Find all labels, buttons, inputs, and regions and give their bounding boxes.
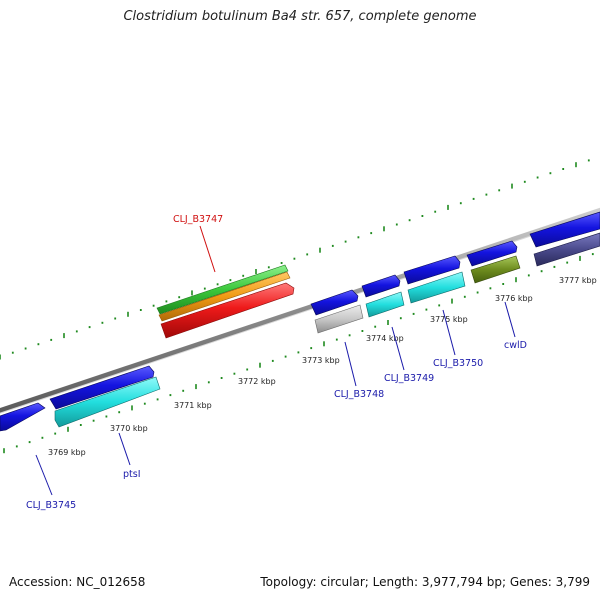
cds-ptsi[interactable]	[49, 365, 155, 410]
cds-clj-b3750[interactable]	[403, 255, 461, 285]
leader-clj-b3749	[391, 326, 405, 371]
kbp-scale-labels: 3769 kbp 3770 kbp 3771 kbp 3772 kbp 3773…	[48, 276, 597, 457]
cds-group-right[interactable]	[466, 211, 600, 284]
leader-ptsi	[118, 432, 131, 466]
genome-title: Clostridium botulinum Ba4 str. 657, comp…	[123, 9, 477, 24]
topology-text: Topology: circular; Length: 3,977,794 bp…	[260, 575, 590, 589]
gene-label-cwld[interactable]: cwlD	[504, 340, 527, 351]
cds-ptsi-cyan[interactable]	[54, 376, 161, 428]
leader-clj-b3745	[35, 454, 53, 496]
cds-cwld[interactable]	[466, 240, 518, 267]
gene-leader-lines	[35, 225, 516, 496]
gene-label-clj-b3748[interactable]: CLJ_B3748	[334, 389, 384, 400]
cds-right-edge[interactable]	[529, 211, 600, 248]
leader-cwld	[504, 301, 516, 338]
cds-group-middle[interactable]	[310, 255, 466, 334]
gene-label-clj-b3749[interactable]: CLJ_B3749	[384, 373, 434, 384]
kbp-label-3777: 3777 kbp	[559, 276, 597, 285]
kbp-label-3770: 3770 kbp	[110, 424, 148, 433]
rrna-orange-feature[interactable]	[158, 271, 291, 322]
leader-clj-b3748	[344, 341, 357, 387]
cds-clj-b3750-cyan[interactable]	[407, 271, 466, 304]
kbp-label-3774: 3774 kbp	[366, 334, 404, 343]
leader-clj-b3747	[199, 225, 216, 273]
feature-cwld-olive[interactable]	[470, 255, 521, 284]
rrna-red-feature[interactable]	[160, 282, 295, 339]
kbp-label-3773: 3773 kbp	[302, 356, 340, 365]
cds-clj-b3749-cyan[interactable]	[365, 291, 405, 318]
genome-backbone	[0, 207, 600, 414]
kbp-label-3769: 3769 kbp	[48, 448, 86, 457]
leader-clj-b3750	[442, 309, 456, 356]
kbp-label-3776: 3776 kbp	[495, 294, 533, 303]
scale-ticks	[0, 159, 594, 454]
accession-text: Accession: NC_012658	[9, 575, 146, 589]
kbp-label-3775: 3775 kbp	[430, 315, 468, 324]
cds-group-left[interactable]	[0, 365, 161, 432]
rrna-green-feature[interactable]	[156, 264, 289, 315]
cds-clj-b3748[interactable]	[310, 289, 359, 316]
kbp-label-3771: 3771 kbp	[174, 401, 212, 410]
kbp-label-3772: 3772 kbp	[238, 377, 276, 386]
gene-label-ptsi[interactable]: ptsI	[123, 469, 141, 480]
gene-label-clj-b3750[interactable]: CLJ_B3750	[433, 358, 483, 369]
feature-right-edge-slate[interactable]	[533, 232, 600, 267]
rrna-cluster-clj-b3747[interactable]	[156, 264, 295, 339]
gene-label-clj-b3747[interactable]: CLJ_B3747	[173, 214, 223, 225]
cds-clj-b3749[interactable]	[361, 274, 401, 298]
feature-clj-b3748-gray[interactable]	[314, 304, 364, 334]
gene-labels: CLJ_B3747 CLJ_B3745 ptsI CLJ_B3748 CLJ_B…	[26, 214, 527, 511]
cds-clj-b3745[interactable]	[0, 402, 46, 432]
gene-label-clj-b3745[interactable]: CLJ_B3745	[26, 500, 76, 511]
